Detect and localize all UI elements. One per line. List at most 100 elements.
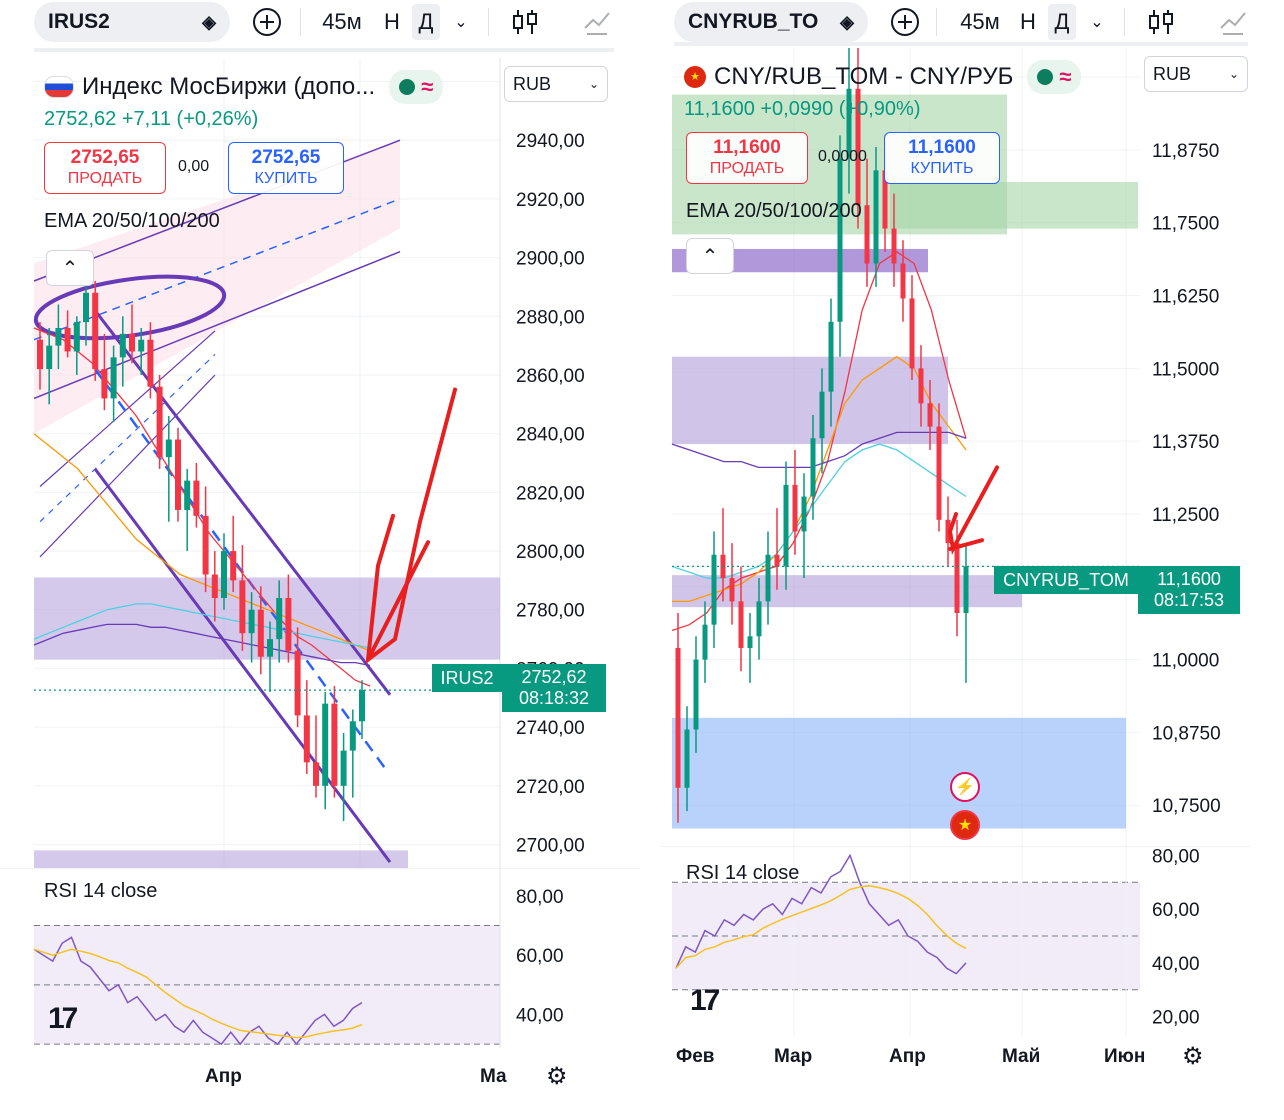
lower-zone <box>34 850 408 868</box>
candle-body <box>221 551 227 598</box>
market-status-badge[interactable]: ≈ <box>1027 60 1082 94</box>
chevron-up-icon: ⌃ <box>701 245 719 268</box>
settings-icon[interactable]: ⚙ <box>546 1063 568 1090</box>
ema-indicator-label[interactable]: EMA 20/50/100/200 <box>44 210 220 232</box>
sell-price: 2752,65 <box>70 147 140 168</box>
candle-body <box>349 721 356 751</box>
y-tick-label-1: 2940,00 <box>516 131 585 152</box>
toolbar-scroll-track <box>674 42 1248 46</box>
y-tick-label-3: 11,6250 <box>1152 287 1219 308</box>
fan-line <box>39 330 216 487</box>
candle-body <box>267 639 273 657</box>
candles-icon[interactable] <box>508 4 542 40</box>
sell-button[interactable]: 11,1600 ПРОДАТЬ <box>686 132 808 184</box>
symbol-search-button[interactable]: IRUS2 ◈ <box>34 2 230 42</box>
add-symbol-button[interactable] <box>250 4 284 40</box>
right-rsi-chart: 80,00 60,00 40,00 20,00 <box>660 846 1250 1036</box>
candle-body <box>156 386 163 458</box>
currency-select[interactable]: RUB ⌄ <box>1144 56 1248 92</box>
indicators-icon[interactable] <box>1216 4 1250 40</box>
candle-body <box>918 368 924 404</box>
chevron-down-icon[interactable]: ⌄ <box>1090 14 1104 31</box>
rsi-line <box>33 936 363 1046</box>
y-tick-label-4: 2880,00 <box>516 307 585 328</box>
interval-button[interactable]: 45м <box>960 9 1000 34</box>
interval-d-button[interactable]: Д <box>1048 4 1076 40</box>
candle-body <box>711 554 717 625</box>
y-tick-label-6: 11,2500 <box>1152 505 1219 526</box>
candle-body <box>819 391 825 439</box>
interval-d-button[interactable]: Д <box>412 4 440 40</box>
currency-select[interactable]: RUB ⌄ <box>504 66 608 102</box>
settings-icon[interactable]: ⚙ <box>1182 1043 1204 1070</box>
x-label-jun: Июн <box>1104 1046 1146 1067</box>
lightning-event-icon[interactable]: ⚡ <box>950 772 980 802</box>
rsi-tick-label-1: 60,00 <box>516 946 564 967</box>
candle-body <box>963 566 969 614</box>
y-tick-label-6: 2840,00 <box>516 425 585 446</box>
candle-body <box>331 703 338 786</box>
candle-body <box>765 554 771 602</box>
market-status-badge[interactable]: ≈ <box>389 70 444 104</box>
add-symbol-button[interactable] <box>888 4 922 40</box>
ema-indicator-label[interactable]: EMA 20/50/100/200 <box>686 200 862 222</box>
candle-body <box>936 426 942 520</box>
toolbar-divider <box>488 8 489 36</box>
candle-body <box>684 729 690 788</box>
rsi-line <box>675 853 967 975</box>
rsi-indicator-label[interactable]: RSI 14 close <box>44 880 158 902</box>
ema-100-line <box>671 443 967 579</box>
rsi-tick-label-1: 60,00 <box>1152 900 1200 921</box>
last-price: 2752,62 <box>521 667 587 687</box>
candle-body <box>73 322 80 352</box>
candle-body <box>239 580 246 634</box>
sell-button[interactable]: 2752,65 ПРОДАТЬ <box>44 142 166 194</box>
sell-label: ПРОДАТЬ <box>67 170 143 187</box>
symbol-search-button[interactable]: CNYRUB_TO ◈ <box>674 2 868 42</box>
chart-title-row: Индекс МосБиржи (допо... ≈ <box>44 70 444 104</box>
candle-body <box>147 339 154 387</box>
hand-drawn-arrow-head <box>366 540 430 662</box>
y-tick-label-13: 2700,00 <box>516 836 585 857</box>
interval-button[interactable]: 45м <box>322 9 362 34</box>
candle-body <box>927 403 933 427</box>
interval-h-button[interactable]: Н <box>384 9 400 34</box>
candle-body <box>313 762 319 786</box>
currency-value: RUB <box>1153 63 1192 84</box>
candle-body <box>855 88 861 206</box>
rsi-tick-label-2: 40,00 <box>1152 954 1200 975</box>
interval-h-button[interactable]: Н <box>1020 9 1036 34</box>
down-channel-bottom <box>93 467 392 864</box>
y-tick-label-3: 2900,00 <box>516 249 585 270</box>
market-open-icon <box>399 79 416 95</box>
candle-body <box>110 357 117 399</box>
left-chart-panel: IRUS2 ◈ 45м Н Д ⌄ 2960,002940,002920,002… <box>0 0 640 1120</box>
buy-button[interactable]: 2752,65 КУПИТЬ <box>228 142 344 194</box>
candle-body <box>828 321 834 392</box>
y-tick-label-10: 10,7500 <box>1152 796 1221 817</box>
collapse-legend-button[interactable]: ⌃ <box>686 238 734 274</box>
candles-icon[interactable] <box>1144 4 1178 40</box>
china-event-icon[interactable]: ★ <box>950 810 980 840</box>
candle-body <box>954 543 960 614</box>
wave-icon: ≈ <box>421 74 434 99</box>
buy-button[interactable]: 11,1600 КУПИТЬ <box>884 132 1000 184</box>
plus-circle-icon <box>253 8 281 36</box>
collapse-legend-button[interactable]: ⌃ <box>46 250 94 286</box>
y-tick-label-2: 2920,00 <box>516 190 585 211</box>
upper-channel-mid <box>33 198 401 341</box>
right-chart-panel: CNYRUB_TO ◈ 45м Н Д ⌄ 12,000011,875011,7… <box>660 0 1284 1120</box>
candle-body <box>774 554 780 567</box>
countdown: 08:17:53 <box>1153 590 1225 610</box>
rsi-indicator-label[interactable]: RSI 14 close <box>686 862 800 884</box>
x-label-may: Ма <box>480 1066 507 1087</box>
chevron-down-icon[interactable]: ⌄ <box>454 14 468 31</box>
purple-zone-top <box>672 248 928 273</box>
toolbar-divider <box>1124 8 1125 36</box>
buy-label: КУПИТЬ <box>254 170 318 187</box>
toolbar-divider <box>936 8 937 36</box>
indicators-icon[interactable] <box>580 4 614 40</box>
y-tick-label-1: 11,8750 <box>1152 141 1219 162</box>
candle-body <box>729 578 735 602</box>
sell-price: 11,1600 <box>713 137 781 158</box>
